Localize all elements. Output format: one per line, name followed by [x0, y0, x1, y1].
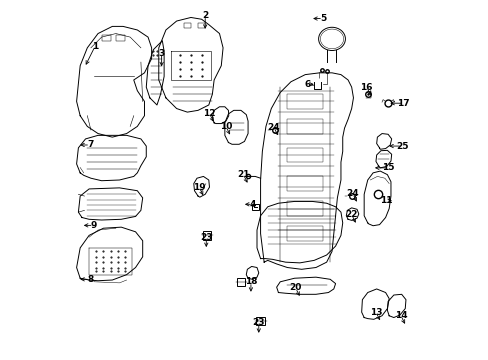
Bar [198, 23, 205, 28]
Bar [287, 119, 323, 134]
Text: 18: 18 [244, 277, 257, 286]
Text: 7: 7 [87, 140, 93, 149]
Text: 17: 17 [396, 99, 409, 108]
Bar [102, 35, 110, 41]
Text: 13: 13 [369, 308, 382, 317]
Text: 5: 5 [319, 14, 325, 23]
Text: 6: 6 [305, 80, 310, 89]
Text: 22: 22 [345, 210, 357, 219]
Text: 19: 19 [192, 183, 205, 192]
Text: 11: 11 [380, 196, 392, 205]
Text: 9: 9 [90, 221, 97, 230]
Bar [287, 202, 323, 216]
Text: 21: 21 [237, 170, 249, 179]
Text: 23: 23 [252, 318, 264, 327]
Text: 25: 25 [395, 141, 408, 150]
Text: 1: 1 [92, 41, 98, 50]
Text: 3: 3 [158, 49, 164, 58]
Text: 4: 4 [249, 200, 255, 209]
Text: 20: 20 [289, 283, 301, 292]
Text: 12: 12 [203, 109, 215, 118]
Text: 15: 15 [381, 163, 393, 172]
Text: 2: 2 [202, 11, 208, 20]
Text: 10: 10 [219, 122, 232, 131]
Text: 8: 8 [87, 275, 93, 284]
Text: 23: 23 [200, 233, 212, 242]
Bar [287, 148, 323, 162]
Text: 16: 16 [360, 83, 372, 92]
Bar [287, 226, 323, 241]
Bar [251, 204, 258, 210]
Bar [287, 176, 323, 191]
Text: 24: 24 [267, 123, 280, 132]
Bar [287, 94, 323, 109]
Text: 14: 14 [394, 311, 407, 320]
Bar [256, 317, 264, 325]
Bar [236, 278, 244, 286]
Bar [203, 231, 211, 240]
Bar [183, 23, 190, 28]
Text: 24: 24 [346, 189, 358, 198]
Bar [116, 35, 124, 41]
